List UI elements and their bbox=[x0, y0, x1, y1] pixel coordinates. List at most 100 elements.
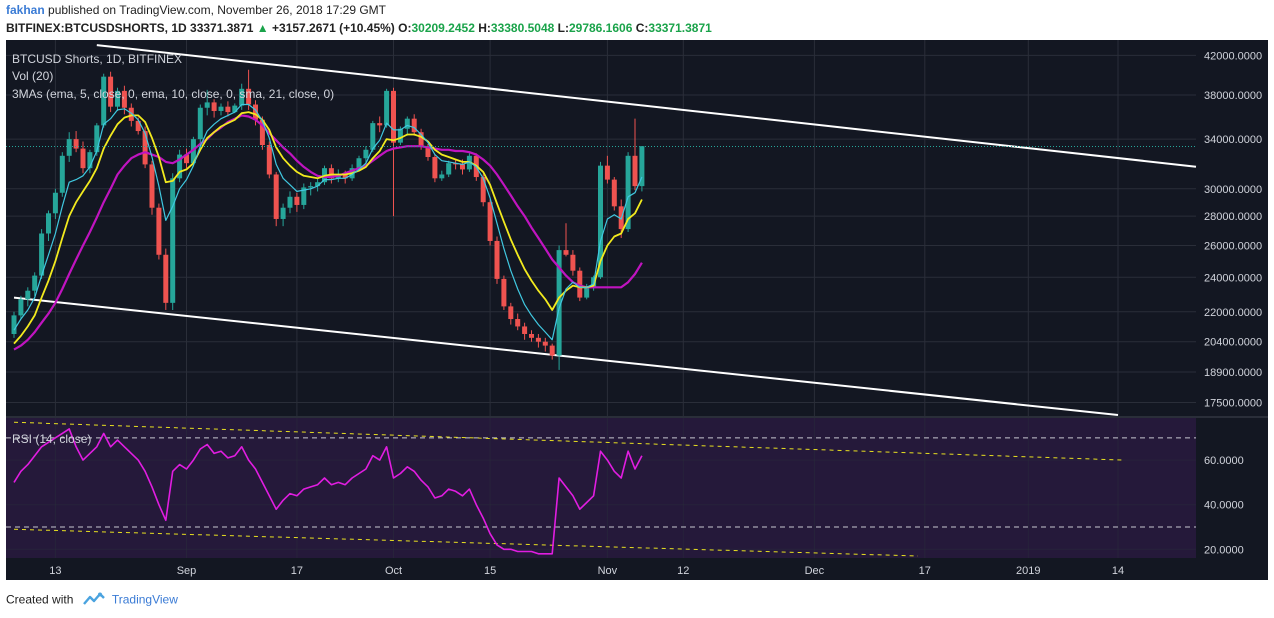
trendline-upper bbox=[96, 44, 1197, 168]
candle-body bbox=[128, 107, 134, 121]
trendlines[interactable] bbox=[13, 44, 1197, 557]
candle-body bbox=[156, 207, 162, 255]
candle-body bbox=[604, 165, 610, 180]
candle-body bbox=[184, 154, 189, 164]
candle-body bbox=[308, 186, 314, 188]
last-price: 33371.3871 bbox=[190, 21, 254, 35]
candle-body bbox=[59, 155, 65, 193]
candle-body bbox=[632, 155, 638, 187]
time-tick-label: Sep bbox=[177, 565, 197, 577]
low-value: 29786.1606 bbox=[568, 21, 633, 35]
ema10-line bbox=[13, 111, 643, 345]
candle-body bbox=[611, 179, 617, 207]
price-axis-background[interactable] bbox=[1196, 40, 1268, 416]
time-tick-label: Dec bbox=[805, 565, 825, 577]
candle-body bbox=[25, 290, 31, 300]
candle-body bbox=[342, 174, 348, 179]
candle-body bbox=[570, 254, 576, 271]
candle-body bbox=[301, 187, 307, 205]
candle-body bbox=[246, 88, 252, 105]
open-value: 30209.2452 bbox=[411, 21, 475, 35]
candle-body bbox=[384, 90, 390, 126]
candle-body bbox=[529, 333, 534, 338]
candle-body bbox=[177, 154, 183, 179]
candle-body bbox=[211, 102, 217, 111]
candle-body bbox=[39, 233, 45, 276]
rsi-tick-label: 20.0000 bbox=[1204, 544, 1244, 556]
rsi-tick-label: 40.0000 bbox=[1204, 500, 1244, 512]
candle-body bbox=[328, 168, 334, 179]
candle-body bbox=[115, 90, 120, 107]
grid bbox=[6, 40, 1196, 558]
price-tick-label: 30000.0000 bbox=[1204, 184, 1262, 196]
candle-body bbox=[522, 326, 528, 334]
legend-volume: Vol (20) bbox=[12, 69, 53, 83]
time-tick-label: 17 bbox=[919, 565, 931, 577]
price-tick-label: 24000.0000 bbox=[1204, 272, 1262, 284]
rsi-axis-background bbox=[1196, 418, 1268, 558]
publish-line: fakhan published on TradingView.com, Nov… bbox=[6, 3, 386, 17]
candle-body bbox=[87, 152, 93, 169]
candle-body bbox=[625, 155, 631, 230]
candle-body bbox=[287, 196, 293, 208]
footer: Created with TradingView bbox=[6, 592, 178, 610]
ohlc-line: BITFINEX:BTCUSDSHORTS, 1D 33371.3871 ▲ +… bbox=[6, 21, 712, 35]
candle-body bbox=[66, 139, 72, 156]
publish-info: published on TradingView.com, November 2… bbox=[48, 3, 387, 17]
author-link[interactable]: fakhan bbox=[6, 3, 45, 17]
candle-body bbox=[121, 90, 127, 108]
high-label: H: bbox=[478, 21, 491, 35]
symbol-label: BITFINEX:BTCUSDSHORTS, 1D bbox=[6, 21, 187, 35]
close-value: 33371.3871 bbox=[648, 21, 712, 35]
candle-body bbox=[460, 164, 465, 170]
chart-area[interactable]: 42000.0000 38000.0000 34000.0000 30000.0000… bbox=[6, 40, 1268, 580]
candle-body bbox=[404, 118, 410, 129]
candle-body bbox=[535, 337, 541, 342]
candle-body bbox=[142, 131, 148, 165]
time-axis-background bbox=[6, 558, 1196, 580]
price-tick-label: 38000.0000 bbox=[1204, 90, 1262, 102]
time-tick-label: Nov bbox=[598, 565, 618, 577]
candle-body bbox=[515, 319, 521, 327]
candle-body bbox=[411, 118, 417, 133]
candle-body bbox=[280, 207, 286, 219]
candle-body bbox=[225, 106, 231, 113]
time-tick-label: 14 bbox=[1112, 565, 1124, 577]
candle-body bbox=[577, 270, 583, 298]
price-chart[interactable]: 42000.0000 38000.0000 34000.0000 30000.0000… bbox=[6, 40, 1268, 580]
candle-body bbox=[432, 157, 438, 179]
chart-header: fakhan published on TradingView.com, Nov… bbox=[6, 2, 1268, 40]
price-tick-label: 26000.0000 bbox=[1204, 241, 1262, 253]
price-tick-label: 17500.0000 bbox=[1204, 398, 1262, 410]
rsi-group bbox=[13, 428, 643, 555]
moving-averages bbox=[13, 103, 643, 351]
price-change: +3157.2671 (+10.45%) bbox=[272, 21, 395, 35]
candle-body bbox=[239, 88, 245, 106]
price-tick-label: 42000.0000 bbox=[1204, 50, 1262, 62]
candle-body bbox=[52, 192, 58, 214]
candle-body bbox=[170, 178, 176, 303]
tradingview-logo-icon[interactable] bbox=[82, 592, 105, 609]
candle-body bbox=[397, 128, 403, 143]
time-tick-label: 13 bbox=[49, 565, 61, 577]
tradingview-brand-link[interactable]: TradingView bbox=[111, 592, 178, 607]
rsi-trendline-upper bbox=[13, 421, 1125, 461]
candle-body bbox=[204, 102, 210, 108]
candle-body bbox=[501, 278, 507, 307]
candle-body bbox=[487, 202, 493, 241]
price-tick-label: 20400.0000 bbox=[1204, 337, 1262, 349]
time-tick-label: 15 bbox=[484, 565, 496, 577]
price-tick-label: 34000.0000 bbox=[1204, 134, 1262, 146]
trendline-lower bbox=[13, 296, 1119, 417]
candle-body bbox=[370, 123, 376, 150]
rsi-tick-label: 60.0000 bbox=[1204, 455, 1244, 467]
candle-body bbox=[253, 104, 258, 120]
candle-body bbox=[94, 125, 100, 153]
axes: 42000.0000 38000.0000 34000.0000 30000.0000… bbox=[6, 50, 1262, 577]
candle-body bbox=[542, 341, 548, 346]
candle-body bbox=[439, 174, 445, 179]
candle-body bbox=[46, 213, 51, 234]
candle-body bbox=[218, 106, 224, 111]
candle-body bbox=[446, 163, 452, 175]
candle-body bbox=[80, 148, 86, 169]
